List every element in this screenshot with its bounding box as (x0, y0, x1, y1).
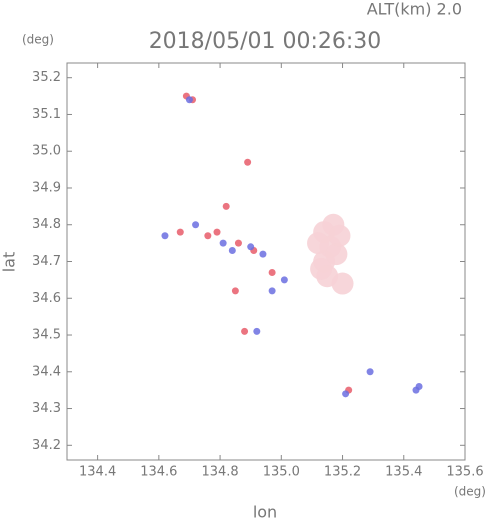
y-tick-label: 34.4 (32, 364, 61, 379)
echo-point (307, 232, 330, 255)
echo-point (253, 327, 261, 335)
y-tick-label: 34.7 (32, 254, 61, 269)
y-tick-label: 34.8 (32, 217, 61, 232)
y-tick-label: 35.2 (32, 70, 61, 85)
y-tick-label: 34.2 (32, 438, 61, 453)
echo-point (247, 243, 255, 251)
echo-point (204, 232, 212, 240)
echo-point (310, 257, 333, 280)
x-tick-label: 135.2 (324, 465, 361, 480)
y-axis-label: lat (0, 252, 19, 273)
echo-point (342, 390, 350, 398)
y-tick-label: 34.3 (32, 401, 61, 416)
x-axis-label: lon (253, 503, 277, 521)
echo-point (325, 243, 348, 266)
y-tick-label: 35.0 (32, 144, 61, 159)
altitude-label: ALT(km) 2.0 (367, 0, 462, 19)
x-tick-label: 134.6 (140, 465, 177, 480)
echo-point (415, 382, 423, 390)
echo-point (213, 228, 221, 236)
x-tick-label: 135.6 (446, 465, 483, 480)
x-tick-label: 134.4 (79, 465, 116, 480)
y-tick-label: 34.9 (32, 180, 61, 195)
x-tick-label: 134.8 (201, 465, 238, 480)
echo-point (192, 221, 200, 229)
chart-title: 2018/05/01 00:26:30 (149, 29, 382, 54)
echo-point (219, 239, 227, 247)
echo-point (331, 272, 354, 295)
echo-point (234, 239, 242, 247)
x-tick-label: 135.0 (263, 465, 300, 480)
x-unit: (deg) (454, 485, 486, 499)
y-tick-label: 34.5 (32, 328, 61, 343)
echo-point (176, 228, 184, 236)
echo-point (185, 96, 193, 104)
echo-point (241, 327, 249, 335)
y-unit: (deg) (22, 33, 54, 47)
y-tick-label: 34.6 (32, 291, 61, 306)
plot-frame (66, 62, 466, 461)
y-tick-label: 35.1 (32, 107, 61, 122)
echo-point (328, 224, 351, 247)
echo-point (244, 158, 252, 166)
echo-point (280, 276, 288, 284)
echo-point (161, 232, 169, 240)
x-tick-label: 135.4 (385, 465, 422, 480)
echo-point (268, 287, 276, 295)
echo-point (259, 250, 267, 258)
echo-point (222, 202, 230, 210)
echo-point (231, 287, 239, 295)
echo-point (268, 269, 276, 277)
echo-point (366, 368, 374, 376)
echo-point (228, 246, 236, 254)
